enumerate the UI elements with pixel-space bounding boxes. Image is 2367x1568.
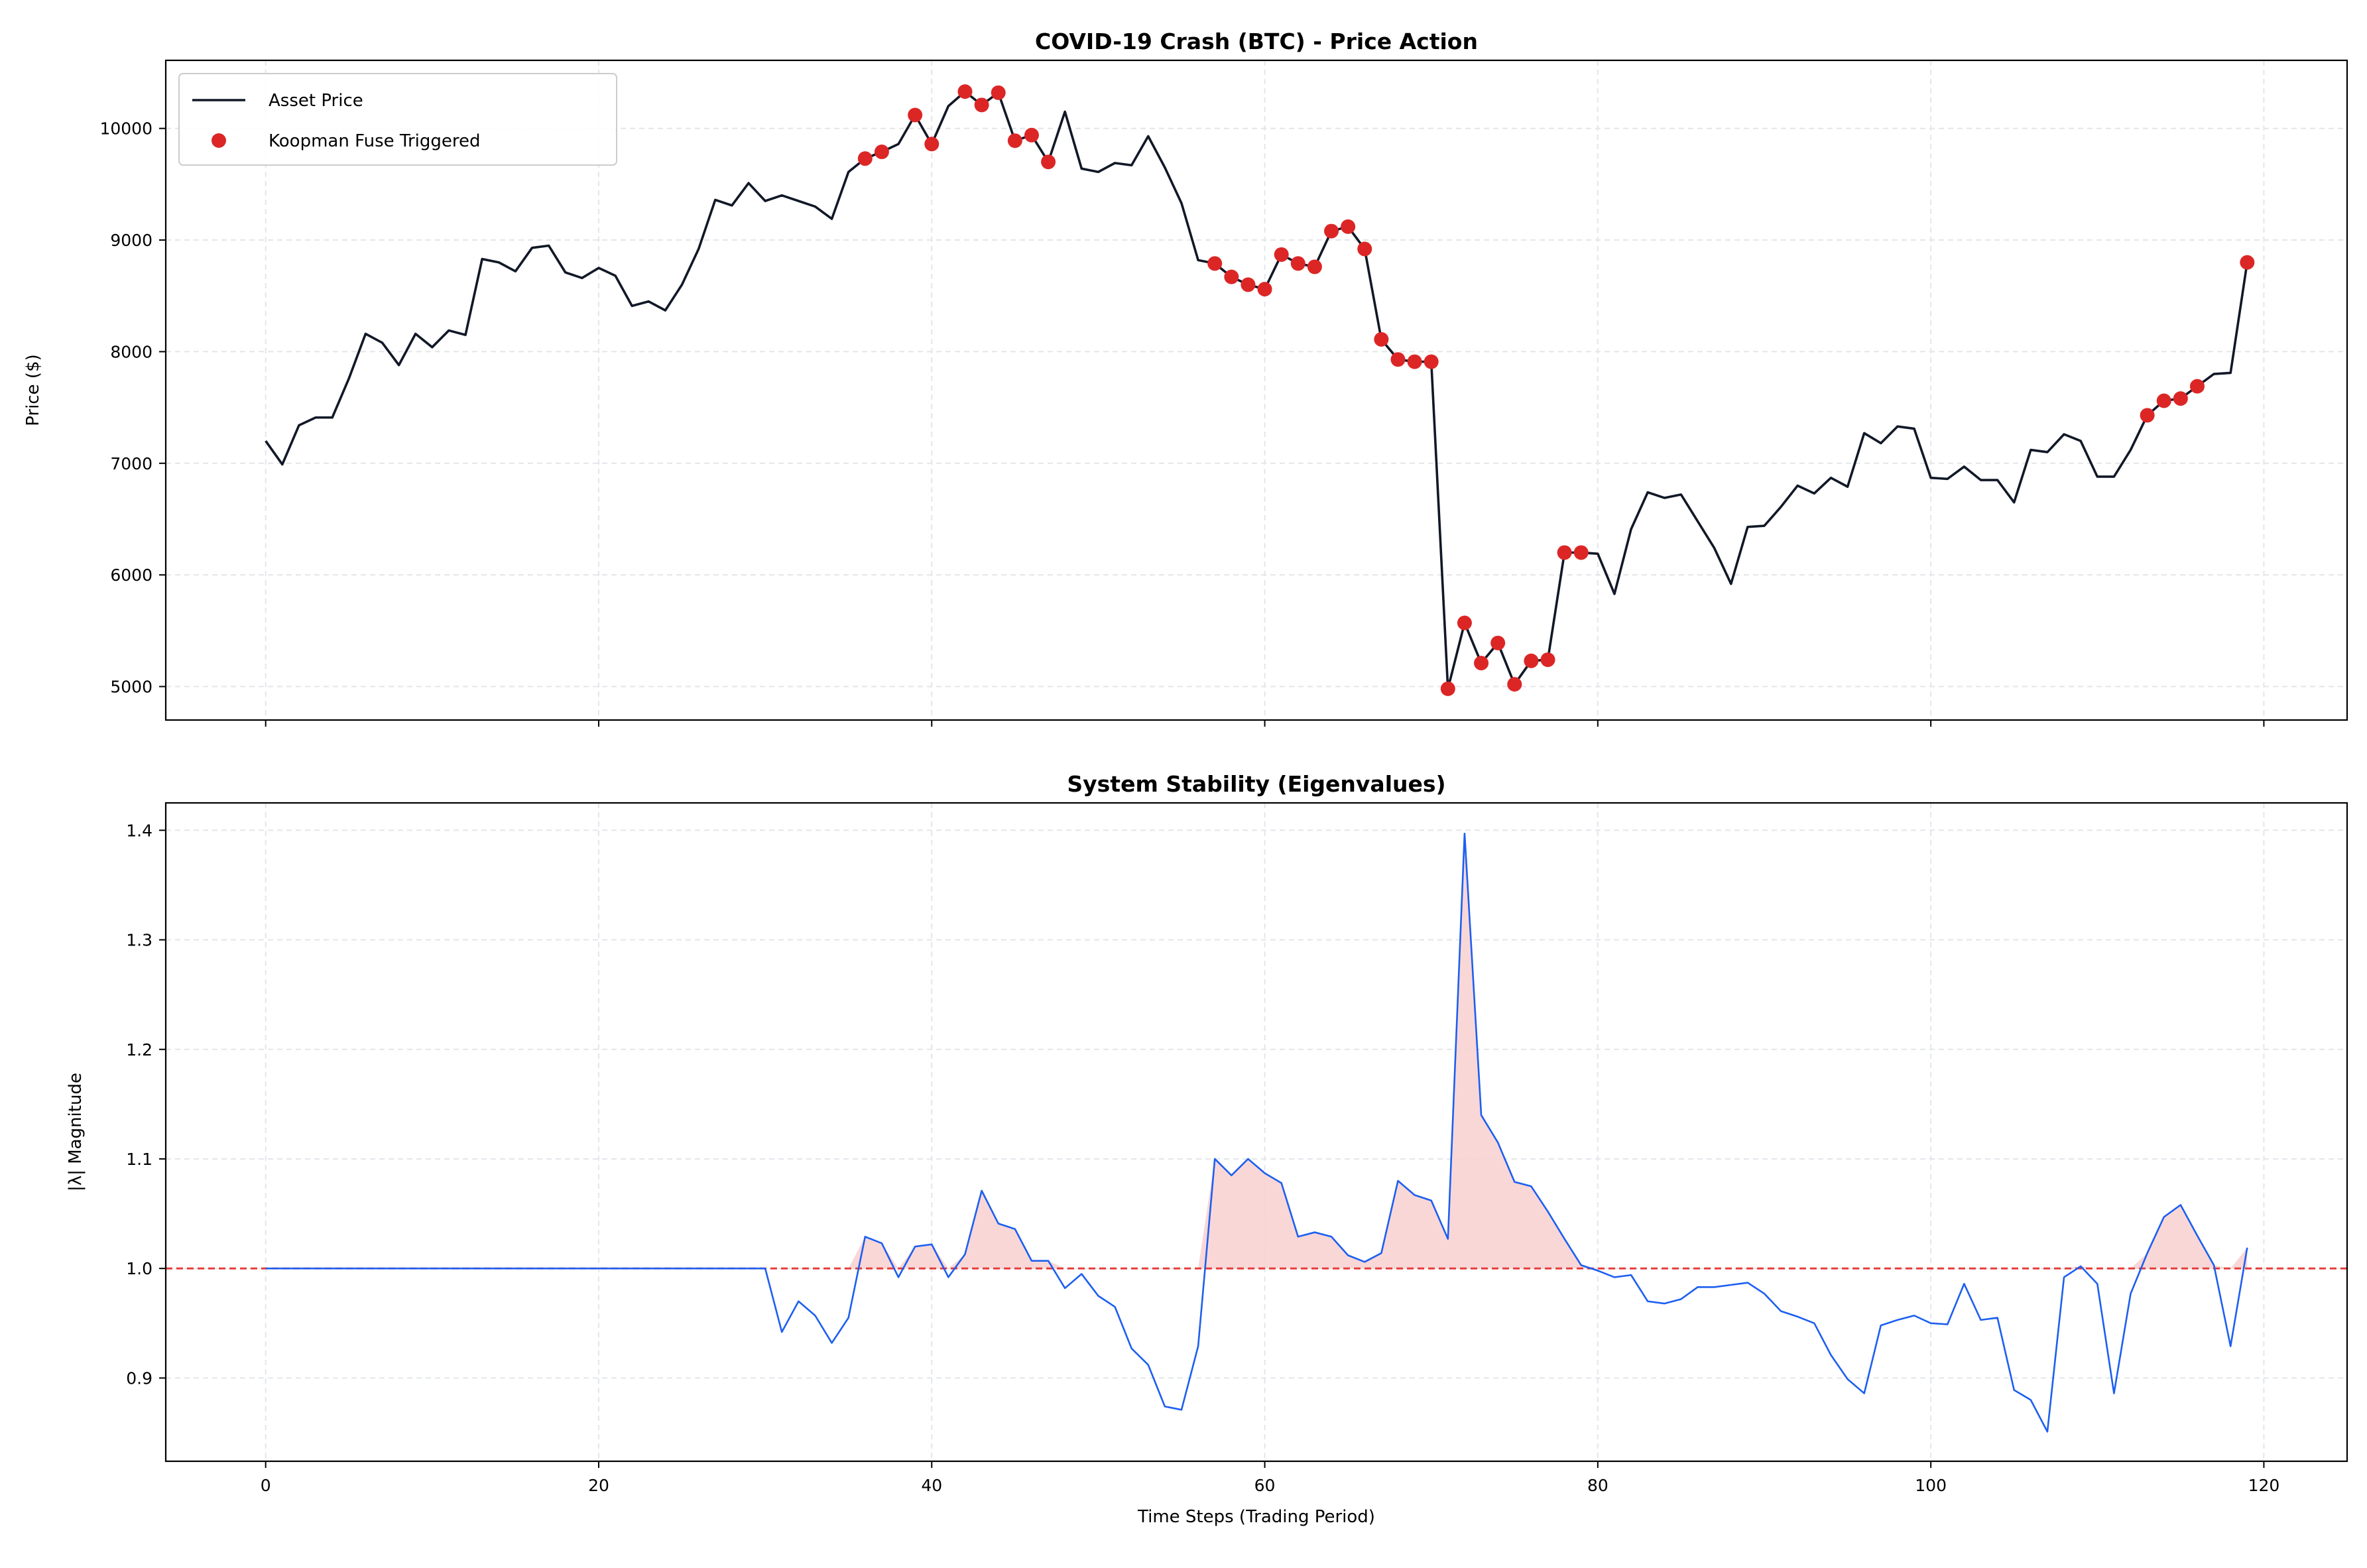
fuse-trigger-point (1007, 133, 1022, 149)
x-axis-label: Time Steps (Trading Period) (1137, 1507, 1375, 1527)
fuse-trigger-point (1440, 681, 1455, 696)
y-tick-label: 9000 (110, 231, 152, 250)
axes-frame (164, 802, 2348, 1463)
fuse-trigger-point (1374, 332, 1389, 347)
x-tick-label: 80 (1587, 1476, 1608, 1495)
x-tick-label: 100 (1915, 1476, 1947, 1495)
fuse-trigger-point (1224, 269, 1239, 284)
y-tick-label: 1.2 (126, 1040, 152, 1059)
fuse-trigger-point (1490, 635, 1506, 650)
fuse-trigger-point (1307, 259, 1322, 274)
y-tick-label: 7000 (110, 454, 152, 473)
y-tick-label: 8000 (110, 342, 152, 361)
price-axes: Asset Price Koopman Fuse Triggered 5000 600… (23, 29, 2348, 727)
fuse-trigger-point (1573, 545, 1589, 560)
fuse-trigger-point (1424, 354, 1439, 369)
y-tick-label: 0.9 (126, 1368, 152, 1388)
y-axis-label: Price ($) (23, 354, 43, 426)
fuse-trigger-point (1507, 677, 1522, 692)
asset-price-line (265, 90, 2249, 690)
chart-title: System Stability (Eigenvalues) (1067, 771, 1445, 797)
fuse-trigger-point (1524, 653, 1539, 668)
y-tick-label: 5000 (110, 677, 152, 696)
y-tick-label: 10000 (99, 119, 152, 139)
fuse-trigger-point (1024, 127, 1039, 143)
axes-frame (164, 59, 2348, 721)
x-tick-label: 60 (1254, 1476, 1276, 1495)
fuse-trigger-point (924, 137, 940, 152)
fuse-trigger-point (1241, 277, 1256, 292)
y-axis-label: |λ| Magnitude (66, 1073, 86, 1191)
legend-label: Koopman Fuse Triggered (269, 131, 481, 151)
x-tick-label: 120 (2248, 1476, 2280, 1495)
fuse-trigger-point (857, 151, 873, 166)
fuse-trigger-point (1390, 352, 1406, 367)
fuse-trigger-point (908, 107, 923, 123)
x-tick-label: 20 (588, 1476, 609, 1495)
instability-fill-region (265, 833, 2248, 1269)
legend: Asset Price Koopman Fuse Triggered (178, 73, 617, 166)
fuse-trigger-point (957, 84, 973, 99)
fuse-trigger-point (1290, 256, 1305, 271)
legend-box (178, 73, 617, 166)
fuse-trigger-point (1041, 154, 1056, 170)
fuse-trigger-point (2173, 391, 2188, 406)
eigenvalue-axes: 0 20 40 60 80 100 120 0.9 1.0 1.1 1.2 1.3 1.4 System … (66, 771, 2348, 1527)
fuse-trigger-point (1207, 256, 1223, 271)
fuse-trigger-point (2140, 408, 2155, 423)
fuse-trigger-point (1257, 282, 1272, 297)
fuse-trigger-point (1474, 656, 1489, 671)
fuse-trigger-point (1341, 219, 1356, 234)
fuse-trigger-point (2156, 393, 2171, 408)
y-tick-label: 1.0 (126, 1259, 152, 1278)
legend-dot-swatch (212, 133, 226, 148)
fuse-trigger-point (1540, 652, 1555, 668)
fuse-trigger-point (991, 85, 1006, 100)
x-tick-label: 0 (261, 1476, 271, 1495)
fuse-trigger-point (2189, 379, 2205, 394)
y-tick-label: 1.4 (126, 821, 152, 840)
fuse-trigger-point (1324, 223, 1339, 239)
y-tick-label: 1.1 (126, 1150, 152, 1169)
chart-title: COVID-19 Crash (BTC) - Price Action (1035, 29, 1478, 54)
fuse-trigger-point (1407, 354, 1422, 369)
y-tick-label: 1.3 (126, 931, 152, 950)
fuse-trigger-point (974, 97, 989, 113)
legend-label: Asset Price (269, 91, 363, 111)
fuse-trigger-point (874, 145, 889, 160)
fuse-trigger-point (1557, 545, 1572, 560)
fuse-trigger-point (1274, 247, 1289, 262)
eigenvalue-line (265, 832, 2248, 1433)
fuse-trigger-point (1357, 241, 1372, 257)
y-tick-label: 6000 (110, 566, 152, 585)
fuse-trigger-point (2240, 255, 2255, 270)
x-tick-label: 40 (921, 1476, 942, 1495)
fuse-trigger-point (1457, 615, 1472, 631)
